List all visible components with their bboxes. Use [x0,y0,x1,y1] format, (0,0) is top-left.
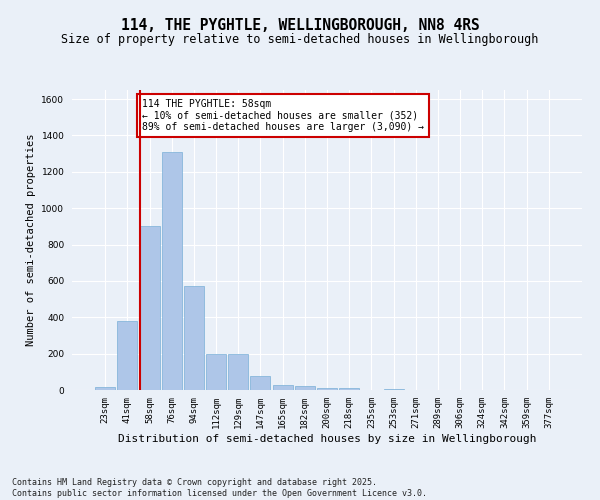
X-axis label: Distribution of semi-detached houses by size in Wellingborough: Distribution of semi-detached houses by … [118,434,536,444]
Bar [184,286,204,390]
Text: 114 THE PYGHTLE: 58sqm
← 10% of semi-detached houses are smaller (352)
89% of se: 114 THE PYGHTLE: 58sqm ← 10% of semi-det… [142,99,424,132]
Bar [339,388,359,390]
Bar [95,388,115,390]
Bar [295,386,315,390]
Bar [118,321,137,390]
Bar [140,226,160,390]
Bar [272,386,293,390]
Bar [162,152,182,390]
Bar [383,388,404,390]
Text: Contains HM Land Registry data © Crown copyright and database right 2025.
Contai: Contains HM Land Registry data © Crown c… [12,478,427,498]
Y-axis label: Number of semi-detached properties: Number of semi-detached properties [26,134,36,346]
Bar [250,376,271,390]
Bar [228,354,248,390]
Text: Size of property relative to semi-detached houses in Wellingborough: Size of property relative to semi-detach… [61,32,539,46]
Bar [317,388,337,390]
Text: 114, THE PYGHTLE, WELLINGBOROUGH, NN8 4RS: 114, THE PYGHTLE, WELLINGBOROUGH, NN8 4R… [121,18,479,32]
Bar [206,354,226,390]
